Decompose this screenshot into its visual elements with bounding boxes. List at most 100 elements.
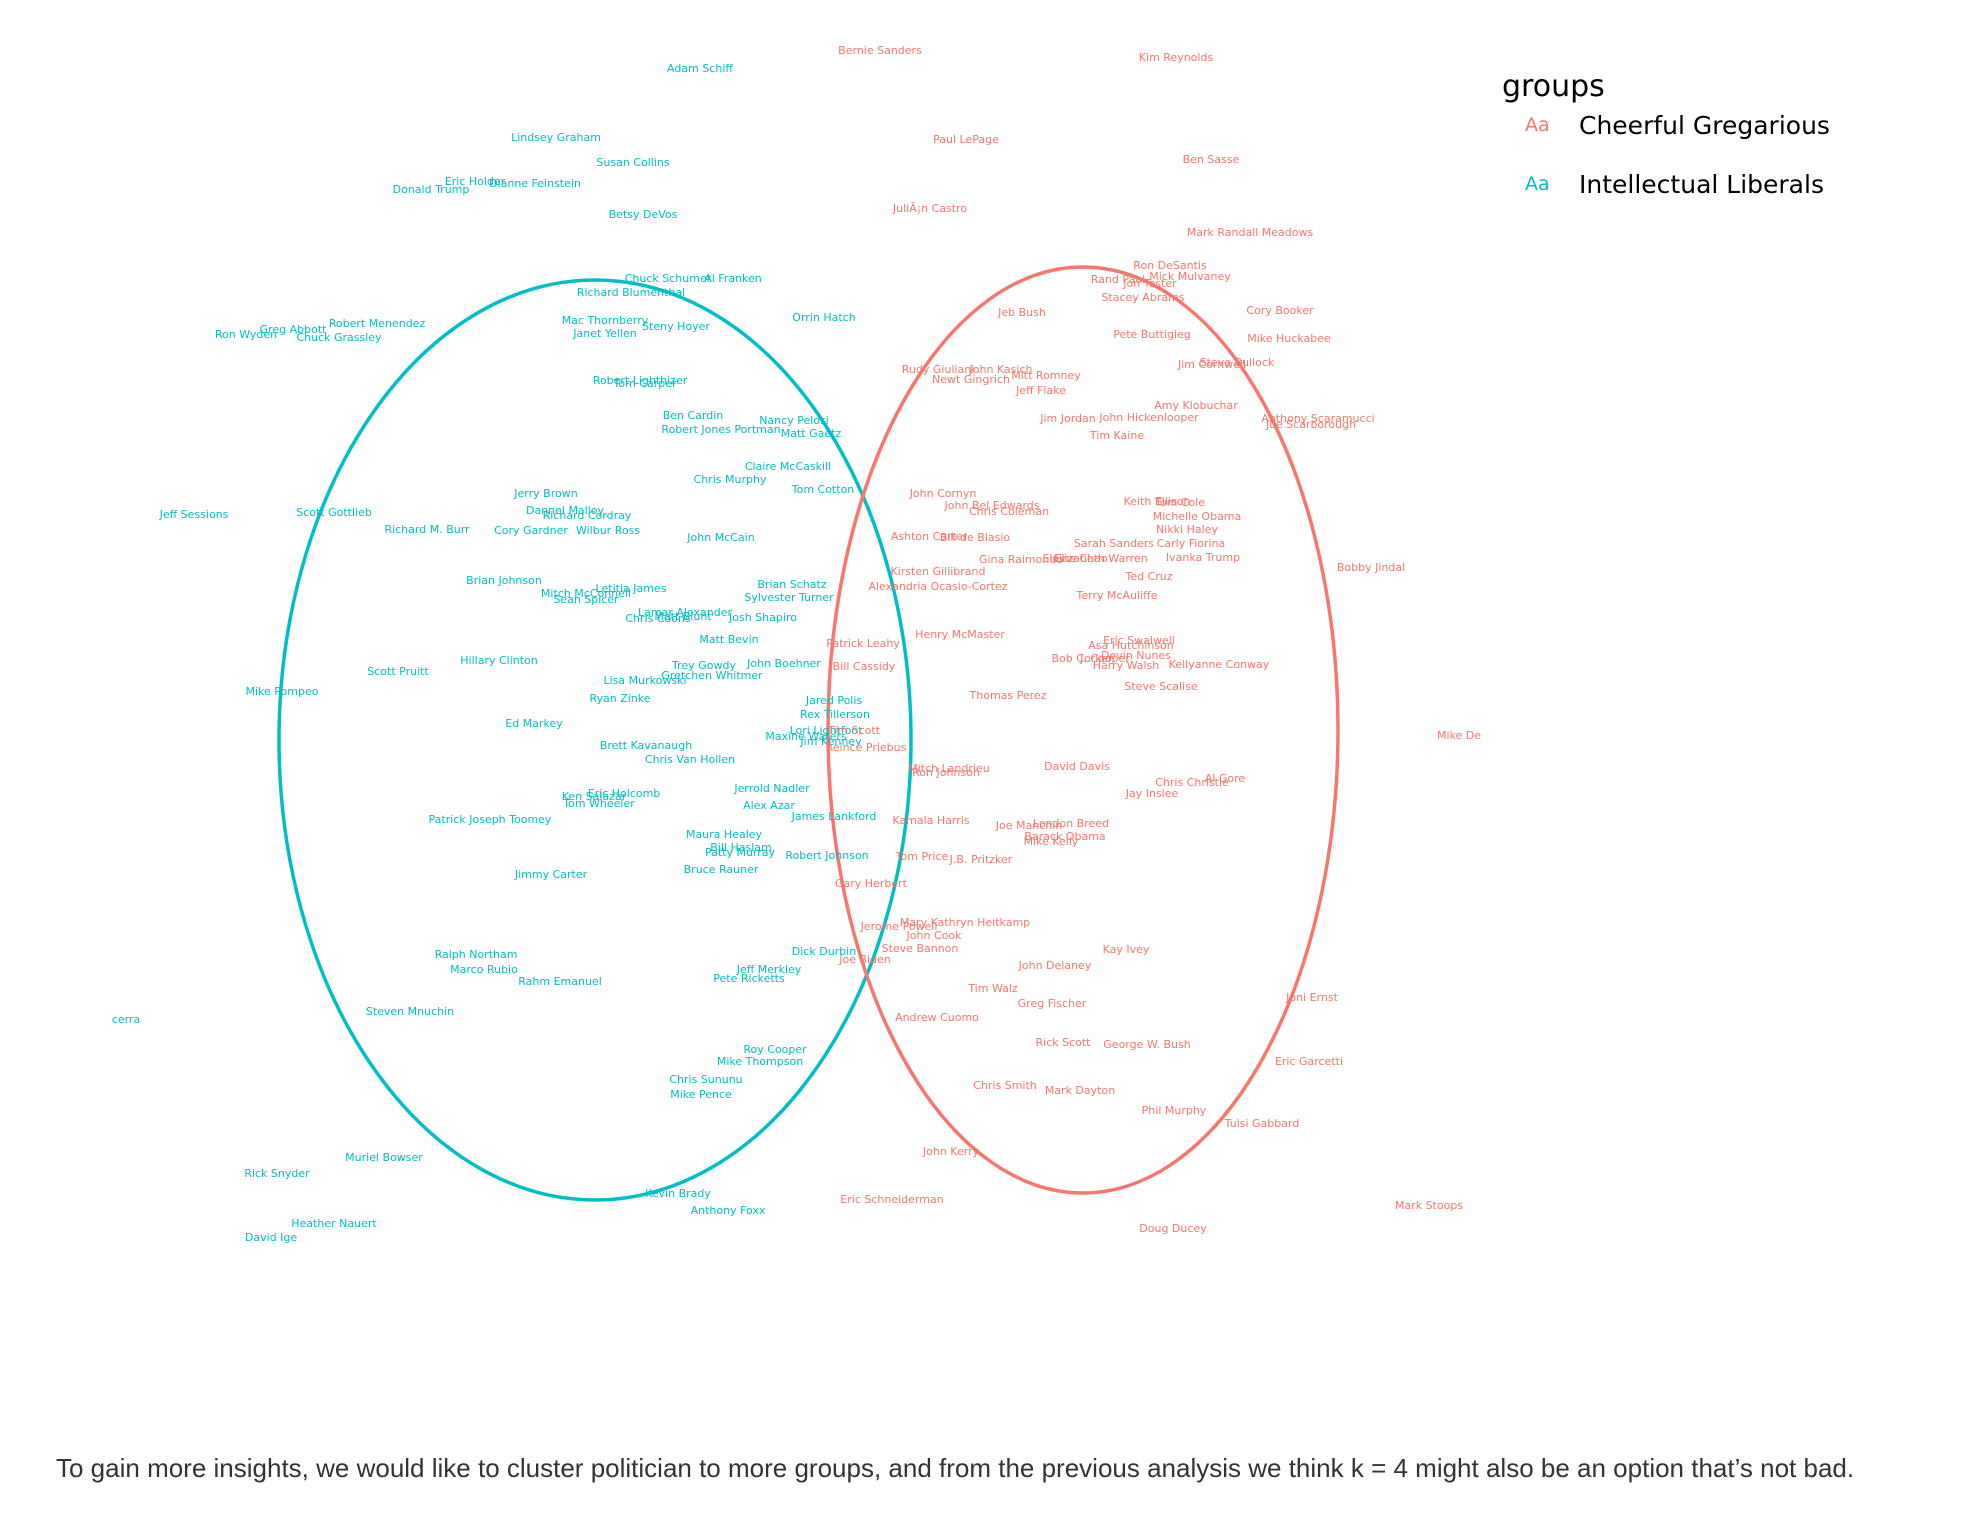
point-label-pete-ricketts: Pete Ricketts bbox=[713, 972, 785, 985]
point-label-bill-de-blasio: Bill de Blasio bbox=[940, 531, 1011, 544]
point-label-lori-lightfoot: Lori Lightfoot bbox=[790, 724, 864, 737]
point-label-patrick-leahy: Patrick Leahy bbox=[826, 637, 900, 650]
point-label-chris-van-hollen: Chris Van Hollen bbox=[645, 753, 735, 766]
point-label-jeff-flake: Jeff Flake bbox=[1015, 384, 1066, 397]
point-label-patty-murray: Patty Murray bbox=[705, 846, 776, 859]
point-label-matt-blunt: Matt Blunt bbox=[654, 610, 712, 623]
point-label-newt-gingrich: Newt Gingrich bbox=[932, 373, 1010, 386]
point-label-bruce-rauner: Bruce Rauner bbox=[684, 863, 759, 876]
point-label-thomas-perez: Thomas Perez bbox=[969, 689, 1047, 702]
point-label-cory-gardner: Cory Gardner bbox=[494, 524, 568, 537]
point-label-chris-coons: Chris Coons bbox=[625, 612, 691, 625]
point-label-brian-johnson: Brian Johnson bbox=[466, 574, 542, 587]
point-label-jay-inslee: Jay Inslee bbox=[1125, 787, 1179, 800]
point-label-mary-kathryn-heitkamp: Mary Kathryn Heitkamp bbox=[900, 916, 1030, 929]
point-label-maxine-waters: Maxine Waters bbox=[765, 730, 847, 743]
point-label-bob-corker: Bob Corker bbox=[1052, 652, 1113, 665]
legend-key-cheerful-gregarious: Aa bbox=[1525, 114, 1550, 136]
point-label-carly-fiorina: Carly Fiorina bbox=[1157, 537, 1226, 550]
point-label-mac-thornberry: Mac Thornberry bbox=[562, 314, 649, 327]
point-label-john-bel-edwards: John Bel Edwards bbox=[944, 499, 1040, 512]
point-label-hillary-clinton: Hillary Clinton bbox=[460, 654, 538, 667]
point-label-richard-blumenthal: Richard Blumenthal bbox=[577, 286, 685, 299]
point-label-mitch-mcconnell: Mitch McConnell bbox=[541, 587, 631, 600]
point-label-rudy-giuliani: Rudy Giuliani bbox=[902, 363, 975, 376]
point-label-adam-schiff: Adam Schiff bbox=[667, 62, 733, 75]
point-label-mike-pompeo: Mike Pompeo bbox=[246, 685, 319, 698]
point-label-mark-randall-meadows: Mark Randall Meadows bbox=[1187, 226, 1314, 239]
point-label-eric-garcetti: Eric Garcetti bbox=[1275, 1055, 1343, 1068]
point-label-scott-pruitt: Scott Pruitt bbox=[367, 665, 429, 678]
point-label-john-kerry: John Kerry bbox=[922, 1145, 980, 1158]
point-label-kevin-brady: Kevin Brady bbox=[645, 1187, 711, 1200]
point-label-janet-yellen: Janet Yellen bbox=[572, 327, 636, 340]
point-label-george-w-bush: George W. Bush bbox=[1103, 1038, 1190, 1051]
point-label-tom-cole: Tom Cole bbox=[1154, 496, 1205, 509]
point-label-doug-ducey: Doug Ducey bbox=[1139, 1222, 1207, 1235]
point-label-jerrold-nadler: Jerrold Nadler bbox=[733, 782, 810, 795]
point-label-john-mccain: John McCain bbox=[686, 531, 754, 544]
point-label-jim-kenney: Jim Kenney bbox=[799, 735, 862, 748]
point-label-mike-thompson: Mike Thompson bbox=[717, 1055, 803, 1068]
point-label-tom-price: Tom Price bbox=[895, 850, 949, 863]
point-label-tulsi-gabbard: Tulsi Gabbard bbox=[1224, 1117, 1300, 1130]
point-label-john-cornyn: John Cornyn bbox=[909, 487, 977, 500]
point-label-sean-spicer: Sean Spicer bbox=[553, 593, 619, 606]
point-label-ashton-carter: Ashton Carter bbox=[891, 530, 968, 543]
point-label-patrick-joseph-toomey: Patrick Joseph Toomey bbox=[429, 813, 552, 826]
point-label-reince-priebus: Reince Priebus bbox=[826, 741, 907, 754]
point-label-robert-menendez: Robert Menendez bbox=[329, 317, 426, 330]
point-label-david-davis: David Davis bbox=[1044, 760, 1110, 773]
point-label-joni-ernst: Joni Ernst bbox=[1285, 991, 1338, 1004]
point-label-steven-mnuchin: Steven Mnuchin bbox=[366, 1005, 454, 1018]
point-label-asa-hutchinson: Asa Hutchinson bbox=[1088, 639, 1174, 652]
point-label-juli-n-castro: JuliÃ¡n Castro bbox=[892, 202, 967, 215]
point-label-kay-ivey: Kay Ivey bbox=[1103, 943, 1150, 956]
point-label-wilbur-ross: Wilbur Ross bbox=[576, 524, 640, 537]
point-label-jim-cornwell: Jim Cornwell bbox=[1177, 358, 1246, 371]
point-label-phil-murphy: Phil Murphy bbox=[1142, 1104, 1207, 1117]
point-label-muriel-bowser: Muriel Bowser bbox=[345, 1151, 423, 1164]
point-label-rex-tillerson: Rex Tillerson bbox=[800, 708, 870, 721]
point-label-greg-abbott: Greg Abbott bbox=[260, 323, 328, 336]
point-label-ed-markey: Ed Markey bbox=[505, 717, 563, 730]
legend: groups Aa Cheerful Gregarious Aa Intelle… bbox=[1502, 69, 1830, 199]
point-label-robert-lighthizer: Robert Lighthizer bbox=[593, 374, 688, 387]
point-label-cerra: cerra bbox=[112, 1013, 140, 1026]
point-label-gary-herbert: Gary Herbert bbox=[835, 877, 908, 890]
point-label-ralph-northam: Ralph Northam bbox=[435, 948, 518, 961]
point-label-richard-cordray: Richard Cordray bbox=[543, 509, 632, 522]
point-label-joe-biden: Joe Biden bbox=[838, 953, 891, 966]
point-label-matt-gaetz: Matt Gaetz bbox=[781, 427, 842, 440]
point-label-kamala-harris: Kamala Harris bbox=[892, 814, 969, 827]
point-label-mark-stoops: Mark Stoops bbox=[1395, 1199, 1463, 1212]
point-label-lindsey-graham: Lindsey Graham bbox=[511, 131, 601, 144]
point-label-ted-cruz: Ted Cruz bbox=[1124, 570, 1172, 583]
point-label-mark-dayton: Mark Dayton bbox=[1045, 1084, 1115, 1097]
point-label-chris-christie: Chris Christie bbox=[1155, 776, 1229, 789]
point-label-david-ige: David Ige bbox=[245, 1231, 297, 1244]
point-label-cory-booker: Cory Booker bbox=[1246, 304, 1314, 317]
cluster-ellipse-cheerful-gregarious bbox=[826, 265, 1340, 1195]
point-label-bernie-sanders: Bernie Sanders bbox=[838, 44, 922, 57]
caption-text: To gain more insights, we would like to … bbox=[56, 1453, 1855, 1483]
point-label-eric-holder: Eric Holder bbox=[445, 175, 506, 188]
point-label-mike-kelly: Mike Kelly bbox=[1024, 835, 1079, 848]
point-label-letitia-james: Letitia James bbox=[596, 582, 667, 595]
point-label-mike-de: Mike De bbox=[1437, 729, 1481, 742]
point-label-elizabeth-warren: Elizabeth Warren bbox=[1054, 552, 1147, 565]
point-label-chris-smith: Chris Smith bbox=[973, 1079, 1037, 1092]
point-label-bill-cassidy: Bill Cassidy bbox=[833, 660, 896, 673]
point-label-dick-durbin: Dick Durbin bbox=[792, 945, 856, 958]
point-label-harry-walsh: Harry Walsh bbox=[1093, 659, 1160, 672]
point-label-pete-buttigieg: Pete Buttigieg bbox=[1113, 328, 1191, 341]
point-label-chris-murphy: Chris Murphy bbox=[694, 473, 767, 486]
point-label-mitch-landrieu: Mitch Landrieu bbox=[908, 762, 990, 775]
point-label-alex-azar: Alex Azar bbox=[743, 799, 795, 812]
point-label-mitt-romney: Mitt Romney bbox=[1011, 369, 1081, 382]
point-label-al-gore: Al Gore bbox=[1205, 772, 1246, 785]
ellipse-layer bbox=[277, 265, 1340, 1202]
point-label-bill-haslam: Bill Haslam bbox=[710, 841, 771, 854]
point-label-steve-bullock: Steve Bullock bbox=[1200, 356, 1275, 369]
point-label-richard-m-burr: Richard M. Burr bbox=[384, 523, 470, 536]
